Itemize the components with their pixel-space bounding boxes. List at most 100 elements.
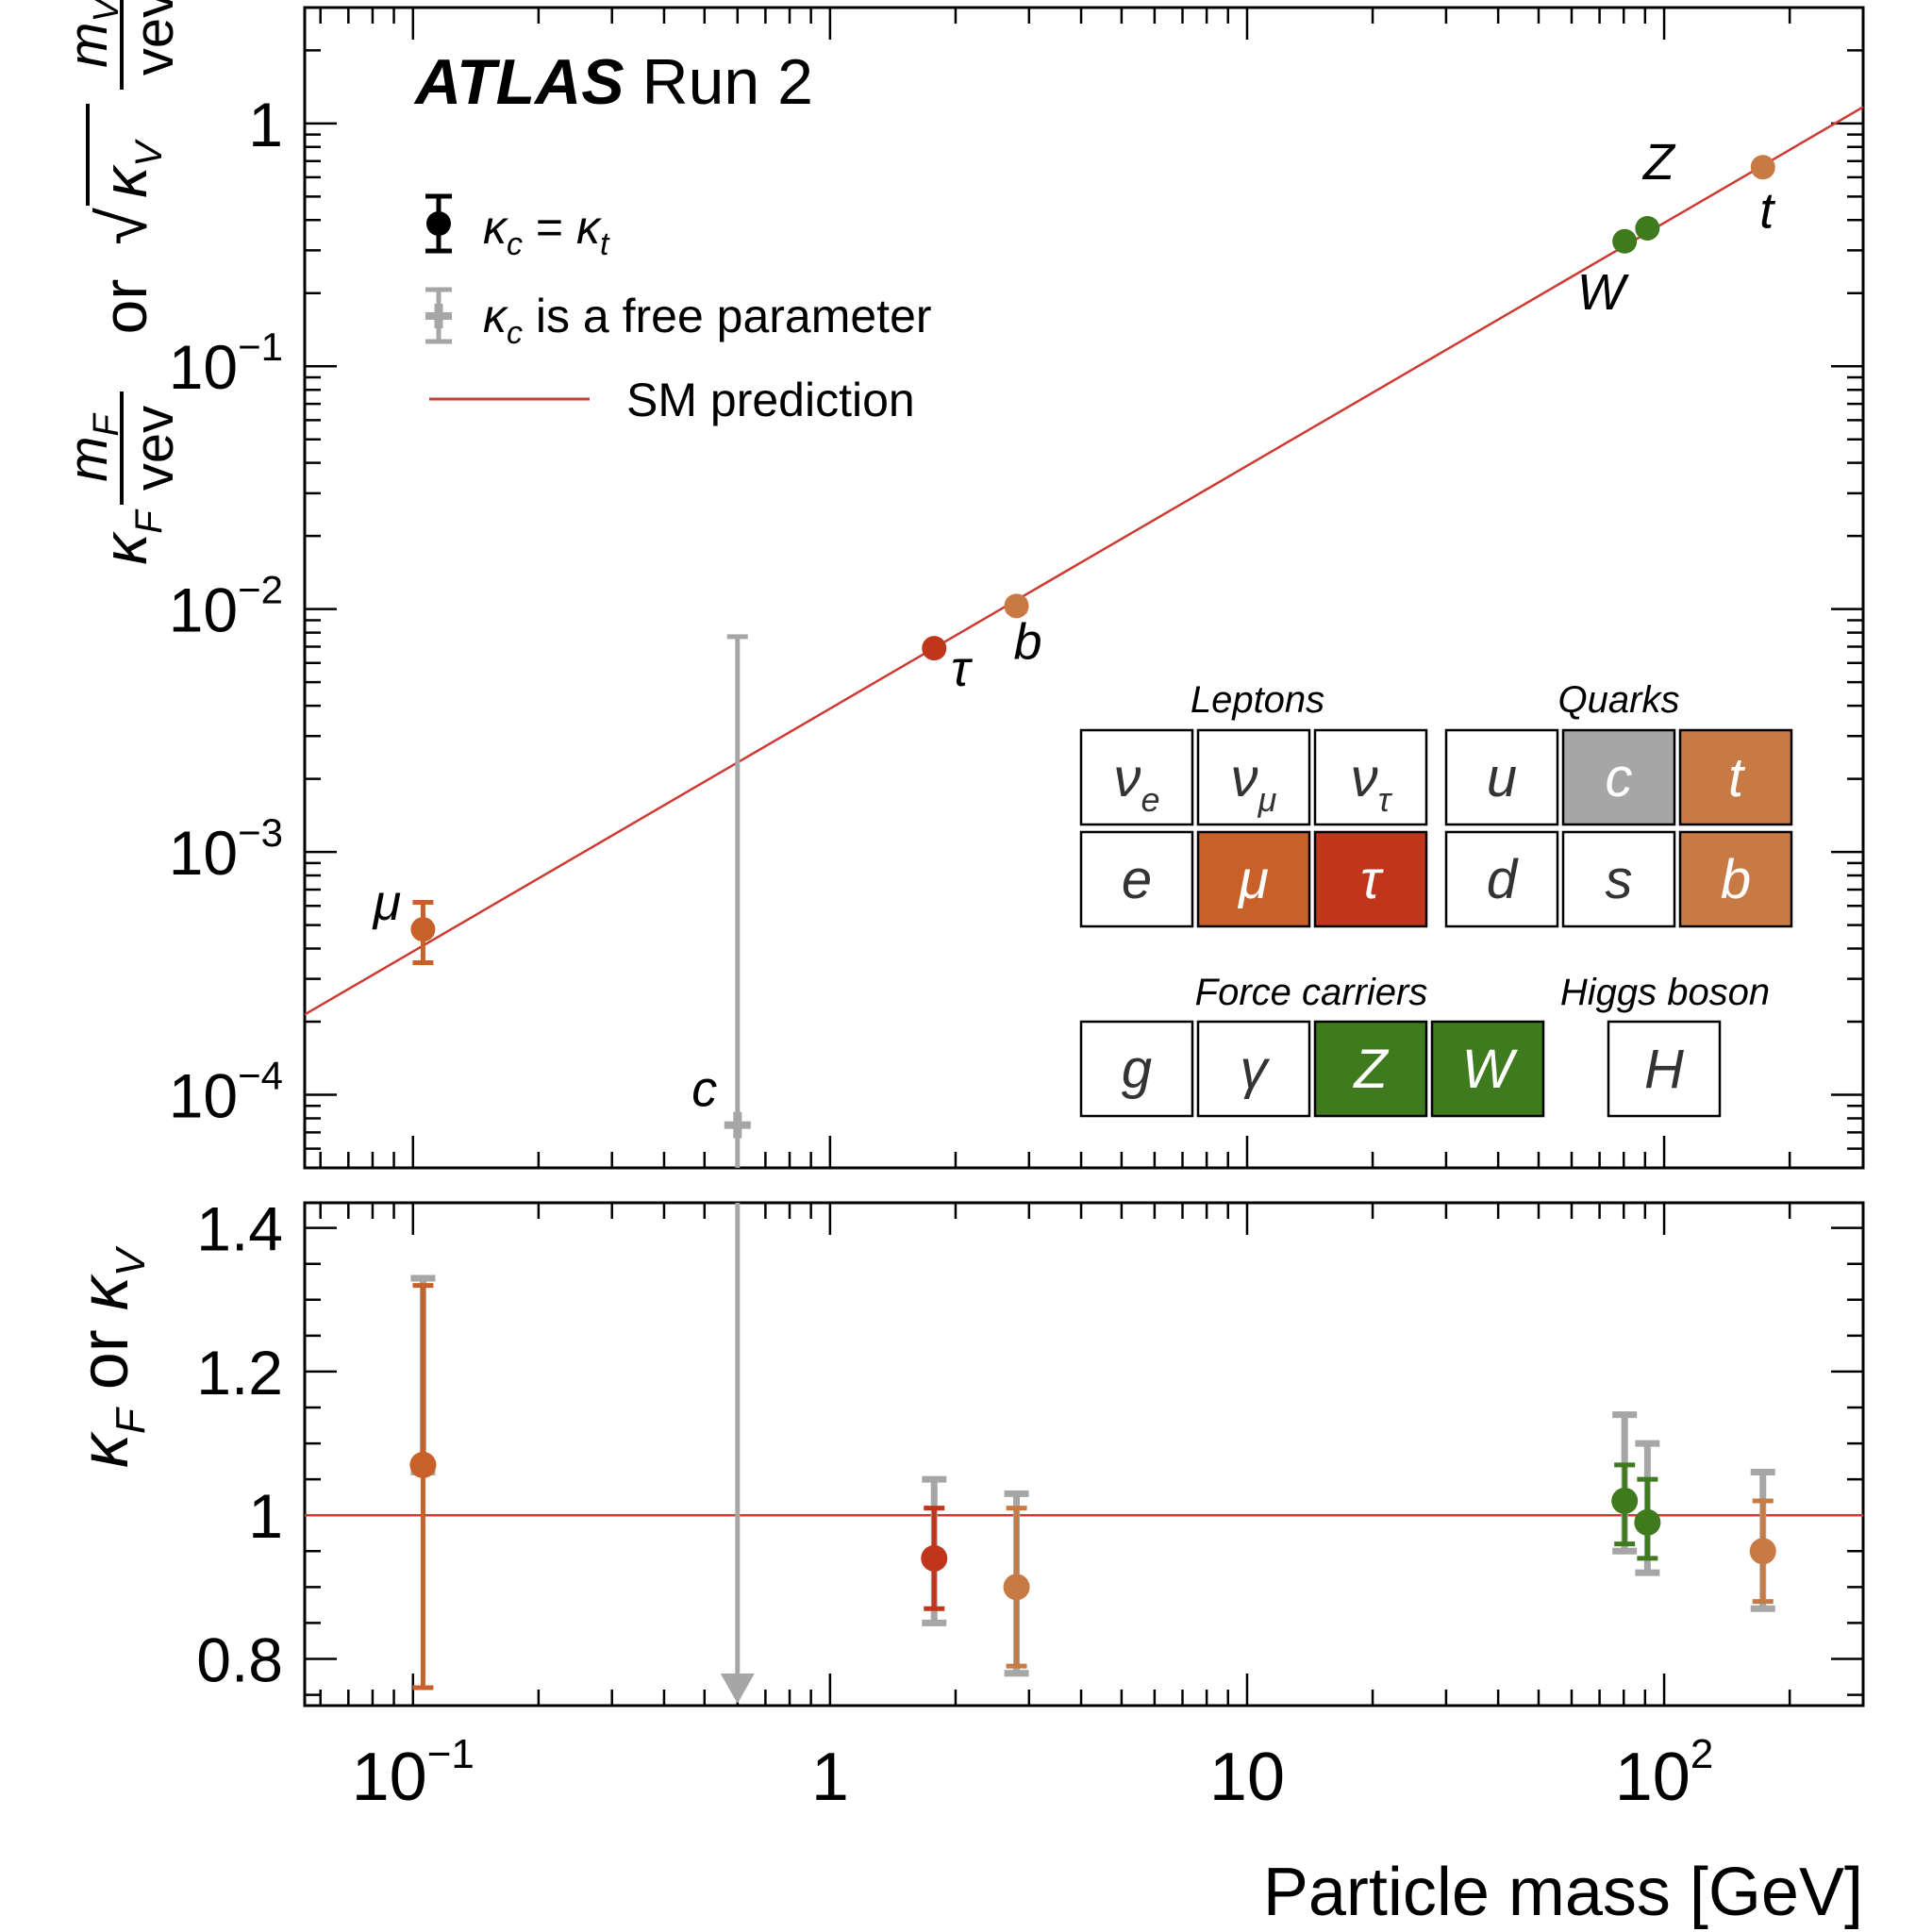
top-y-tick-label: 10−4 (169, 1054, 283, 1131)
x-tick-label: 102 (1615, 1731, 1714, 1815)
top-y-tick-label: 10−3 (169, 810, 283, 888)
table-header-quarks: Quarks (1558, 679, 1680, 721)
top-point-t: t (1751, 155, 1775, 239)
bottom-y-tick-label: 1 (248, 1481, 283, 1551)
ratio-point-b (1004, 1493, 1030, 1673)
particle-symbol: e (1122, 849, 1152, 910)
charm-label: c (691, 1061, 717, 1118)
table-header-force: Force carriers (1195, 972, 1428, 1013)
mv-frac-numerator: mV (58, 0, 126, 68)
top-marker (922, 636, 946, 660)
top-marker (1635, 216, 1659, 241)
ratio-marker (1004, 1574, 1030, 1600)
point-label: b (1014, 613, 1042, 670)
top-y-tick-label: 1 (248, 90, 283, 159)
particle-cell: c (1563, 730, 1674, 824)
legend-label-3: SM prediction (626, 374, 915, 426)
x-axis-label: Particle mass [GeV] (1263, 1855, 1863, 1930)
particle-symbol: c (1606, 747, 1633, 808)
kappa-f: κF (90, 508, 170, 565)
particle-cell: Z (1315, 1022, 1426, 1116)
point-label: W (1577, 264, 1630, 321)
kappa-v: κV (90, 139, 170, 198)
charm-upper-limit (721, 1203, 755, 1704)
table-header-leptons: Leptons (1191, 679, 1324, 721)
top-point-W: W (1577, 229, 1637, 321)
ratio-point-Z (1634, 1443, 1660, 1573)
particle-cell: b (1680, 832, 1791, 926)
x-tick-label: 10 (1209, 1740, 1285, 1815)
particle-symbol: γ (1241, 1039, 1271, 1100)
chart-svg: 10−1 1 10 102Particle mass [GeV]110−110−210… (0, 0, 1932, 1932)
sqrt-sign: √ (86, 208, 161, 245)
mf-frac-denominator: vev (124, 406, 185, 491)
particle-cell: g (1081, 1022, 1192, 1116)
legend: κc = κt κc is a free parameter SM predicti… (425, 196, 932, 426)
bottom-y-axis-label: κF or κV (67, 1245, 154, 1468)
legend-black-marker (426, 211, 451, 236)
top-marker (410, 917, 435, 941)
particle-symbol: τ (1360, 849, 1384, 910)
mf-frac-numerator: mF (58, 412, 126, 481)
particle-cell: νe (1081, 730, 1192, 824)
particle-cell: u (1446, 730, 1557, 824)
particle-symbol: H (1644, 1039, 1684, 1100)
particle-cell: d (1446, 832, 1557, 926)
top-y-tick-label: 10−1 (169, 325, 283, 402)
particle-cell: W (1432, 1022, 1543, 1116)
top-point-μ: μ (372, 874, 436, 962)
ratio-marker (409, 1452, 436, 1478)
bottom-panel-frame (305, 1203, 1863, 1706)
particle-cell: τ (1315, 832, 1426, 926)
particle-cell: γ (1198, 1022, 1309, 1116)
particle-cell: H (1608, 1022, 1720, 1116)
ratio-marker (1634, 1509, 1660, 1536)
chart-title: ATLAS Run 2 (413, 46, 813, 118)
ratio-point-μ (409, 1278, 436, 1688)
point-label: t (1759, 182, 1775, 239)
particle-symbol: g (1122, 1039, 1152, 1100)
top-marker (1751, 155, 1775, 179)
particle-symbol: μ (1237, 849, 1269, 910)
particle-symbol: u (1487, 747, 1517, 808)
x-tick-label: 10−1 (352, 1731, 475, 1815)
particle-symbol: s (1606, 849, 1633, 910)
ratio-point-τ (921, 1479, 947, 1623)
ratio-marker (921, 1545, 947, 1572)
particle-symbol: b (1721, 849, 1751, 910)
or-text: or (90, 279, 159, 335)
bottom-y-ticks (305, 1228, 1863, 1695)
point-label: μ (372, 874, 402, 931)
legend-label-1: κc = κt (483, 201, 610, 262)
ratio-marker (1750, 1538, 1776, 1564)
particle-cell: s (1563, 832, 1674, 926)
top-marker (1612, 229, 1637, 254)
point-label: τ (951, 641, 973, 697)
legend-label-2: κc is a free parameter (483, 290, 932, 351)
particle-symbol: W (1462, 1039, 1519, 1100)
top-y-tick-label: 10−2 (169, 568, 283, 645)
bottom-y-tick-label: 1.2 (196, 1338, 283, 1407)
charm-point: c (691, 637, 751, 1168)
mv-frac-denominator: vev (124, 0, 185, 75)
particle-cell: t (1680, 730, 1791, 824)
ratio-point-W (1611, 1415, 1638, 1552)
particle-table: Leptons Quarks Force carriers Higgs boson νe… (1081, 679, 1791, 1116)
charm-limit-arrow (721, 1674, 755, 1704)
bottom-y-tick-label: 0.8 (196, 1625, 283, 1695)
ratio-marker (1611, 1488, 1638, 1514)
ratio-point-t (1750, 1473, 1776, 1609)
bottom-y-tick-label: 1.4 (196, 1194, 283, 1264)
particle-cell: e (1081, 832, 1192, 926)
particle-symbol: d (1487, 849, 1519, 910)
table-header-higgs: Higgs boson (1560, 972, 1770, 1013)
particle-cell: ντ (1315, 730, 1426, 824)
top-point-b: b (1005, 593, 1042, 670)
top-point-τ: τ (922, 636, 973, 697)
particle-symbol: Z (1352, 1039, 1390, 1100)
top-point-Z: Z (1635, 134, 1676, 241)
x-tick-label: 1 (811, 1740, 849, 1815)
point-label: Z (1641, 134, 1676, 191)
particle-cell: νμ (1198, 730, 1309, 824)
